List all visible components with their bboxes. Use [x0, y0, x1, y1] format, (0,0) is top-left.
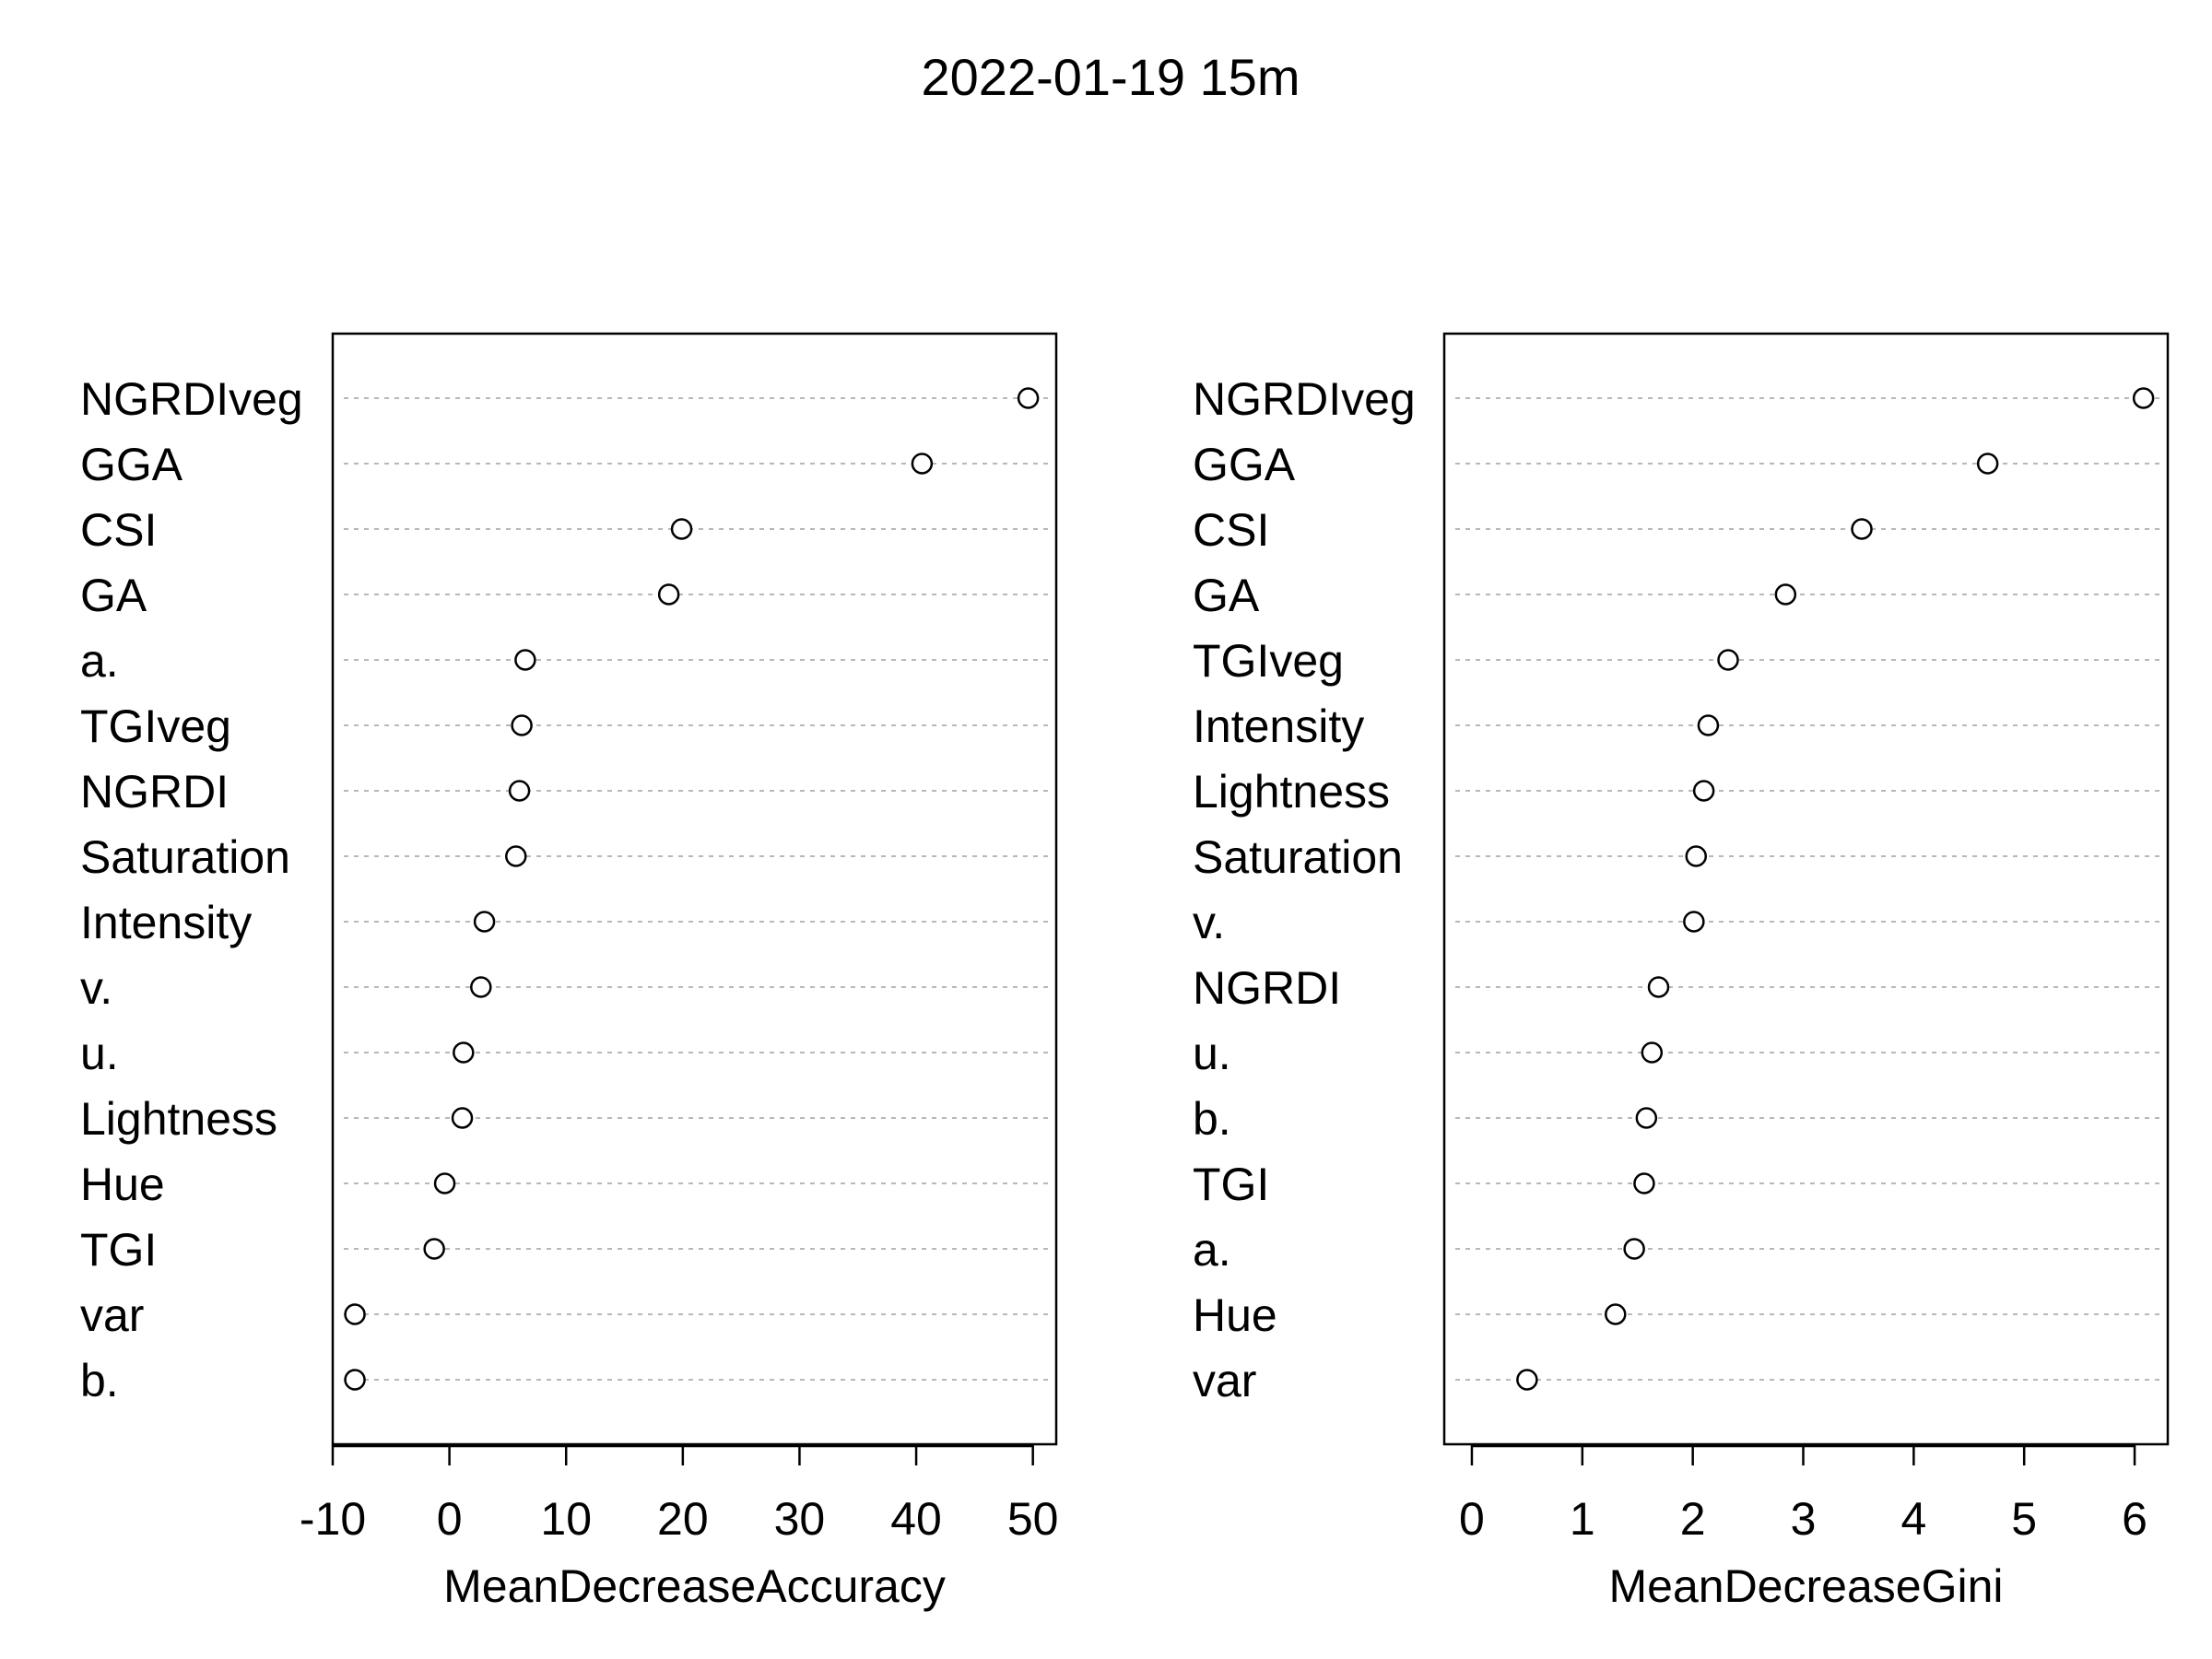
x-tick-label: 5 [2011, 1493, 2037, 1545]
data-point [344, 1303, 366, 1325]
category-label: NGRDI [1193, 962, 1341, 1014]
category-label: CSI [1193, 504, 1269, 556]
category-label: var [80, 1289, 144, 1341]
data-point [1685, 845, 1708, 867]
data-point [514, 649, 536, 671]
data-point [511, 714, 533, 736]
data-point [1647, 976, 1670, 998]
data-point [1017, 387, 1040, 409]
category-label: Hue [80, 1159, 165, 1210]
x-tick-label: 0 [437, 1493, 463, 1545]
category-label: Hue [1193, 1289, 1277, 1341]
category-label: Lightness [80, 1093, 277, 1145]
chart-panels: NGRDIveg GGA CSI GA a. TGIveg NGRDI Saturation I… [80, 332, 2170, 1612]
category-label: GA [80, 570, 147, 621]
data-point [1692, 780, 1715, 802]
data-point [473, 911, 496, 933]
data-point [657, 583, 680, 606]
x-tick-label: 4 [1900, 1493, 1926, 1545]
data-point [453, 1041, 475, 1064]
category-label: NGRDIveg [80, 373, 303, 425]
x-tick-label: 3 [1791, 1493, 1817, 1545]
category-label: var [1193, 1355, 1256, 1406]
data-point [1641, 1041, 1664, 1064]
data-point [1851, 518, 1873, 540]
data-point [451, 1107, 474, 1129]
x-tick-label: 6 [2122, 1493, 2147, 1545]
category-label: Saturation [80, 831, 290, 883]
data-point [1717, 649, 1739, 671]
category-label: GGA [80, 439, 183, 490]
category-label: NGRDIveg [1193, 373, 1416, 425]
x-tick-label: 50 [1007, 1493, 1059, 1545]
data-point [1605, 1303, 1627, 1325]
category-label: TGI [80, 1224, 157, 1276]
plot-frame [331, 332, 1058, 1446]
category-label: v. [80, 962, 112, 1014]
category-label: NGRDI [80, 766, 229, 818]
data-point [670, 518, 693, 540]
plot-frame [1442, 332, 2170, 1446]
category-label: Intensity [80, 897, 252, 948]
category-label: GA [1193, 570, 1260, 621]
data-point [911, 453, 934, 475]
x-tick-label: -10 [300, 1493, 366, 1545]
x-tick-label: 0 [1459, 1493, 1485, 1545]
x-tick-label: 30 [774, 1493, 826, 1545]
data-point [2132, 387, 2155, 409]
x-tick-label: 2 [1680, 1493, 1706, 1545]
data-point [1774, 583, 1797, 606]
data-point [1635, 1107, 1658, 1129]
category-label: v. [1193, 897, 1225, 948]
category-label: GGA [1193, 439, 1296, 490]
category-label: TGIveg [80, 700, 231, 752]
category-label: Lightness [1193, 766, 1390, 818]
category-label: TGI [1193, 1159, 1269, 1210]
data-point [1633, 1172, 1655, 1194]
data-point [508, 780, 531, 802]
category-label: Intensity [1193, 700, 1364, 752]
x-axis-title: MeanDecreaseAccuracy [443, 1560, 946, 1612]
category-label: b. [80, 1355, 119, 1406]
category-label: u. [1193, 1028, 1231, 1079]
data-point [1976, 453, 1999, 475]
category-label: a. [1193, 1224, 1231, 1276]
category-label: TGIveg [1193, 635, 1344, 687]
category-label: u. [80, 1028, 119, 1079]
x-axis-title: MeanDecreaseGini [1609, 1560, 2004, 1612]
data-point [1516, 1369, 1538, 1391]
panel-gini: NGRDIveg GGA CSI GA TGIveg Intensity Lightness… [1193, 332, 2170, 1612]
x-tick-label: 20 [657, 1493, 709, 1545]
data-point [433, 1172, 456, 1194]
data-point [1683, 911, 1705, 933]
chart-title: 2022-01-19 15m [922, 48, 1300, 106]
x-tick-label: 10 [540, 1493, 592, 1545]
data-point [1697, 714, 1720, 736]
x-tick-label: 40 [890, 1493, 942, 1545]
x-tick-label: 1 [1570, 1493, 1595, 1545]
panel-accuracy: NGRDIveg GGA CSI GA a. TGIveg NGRDI Saturation I… [80, 332, 1059, 1612]
category-label: b. [1193, 1093, 1231, 1145]
category-label: CSI [80, 504, 157, 556]
category-label: a. [80, 635, 119, 687]
data-point [423, 1238, 445, 1260]
category-label: Saturation [1193, 831, 1403, 883]
data-point [344, 1369, 366, 1391]
data-point [505, 845, 527, 867]
data-point [1623, 1238, 1645, 1260]
data-point [470, 976, 492, 998]
